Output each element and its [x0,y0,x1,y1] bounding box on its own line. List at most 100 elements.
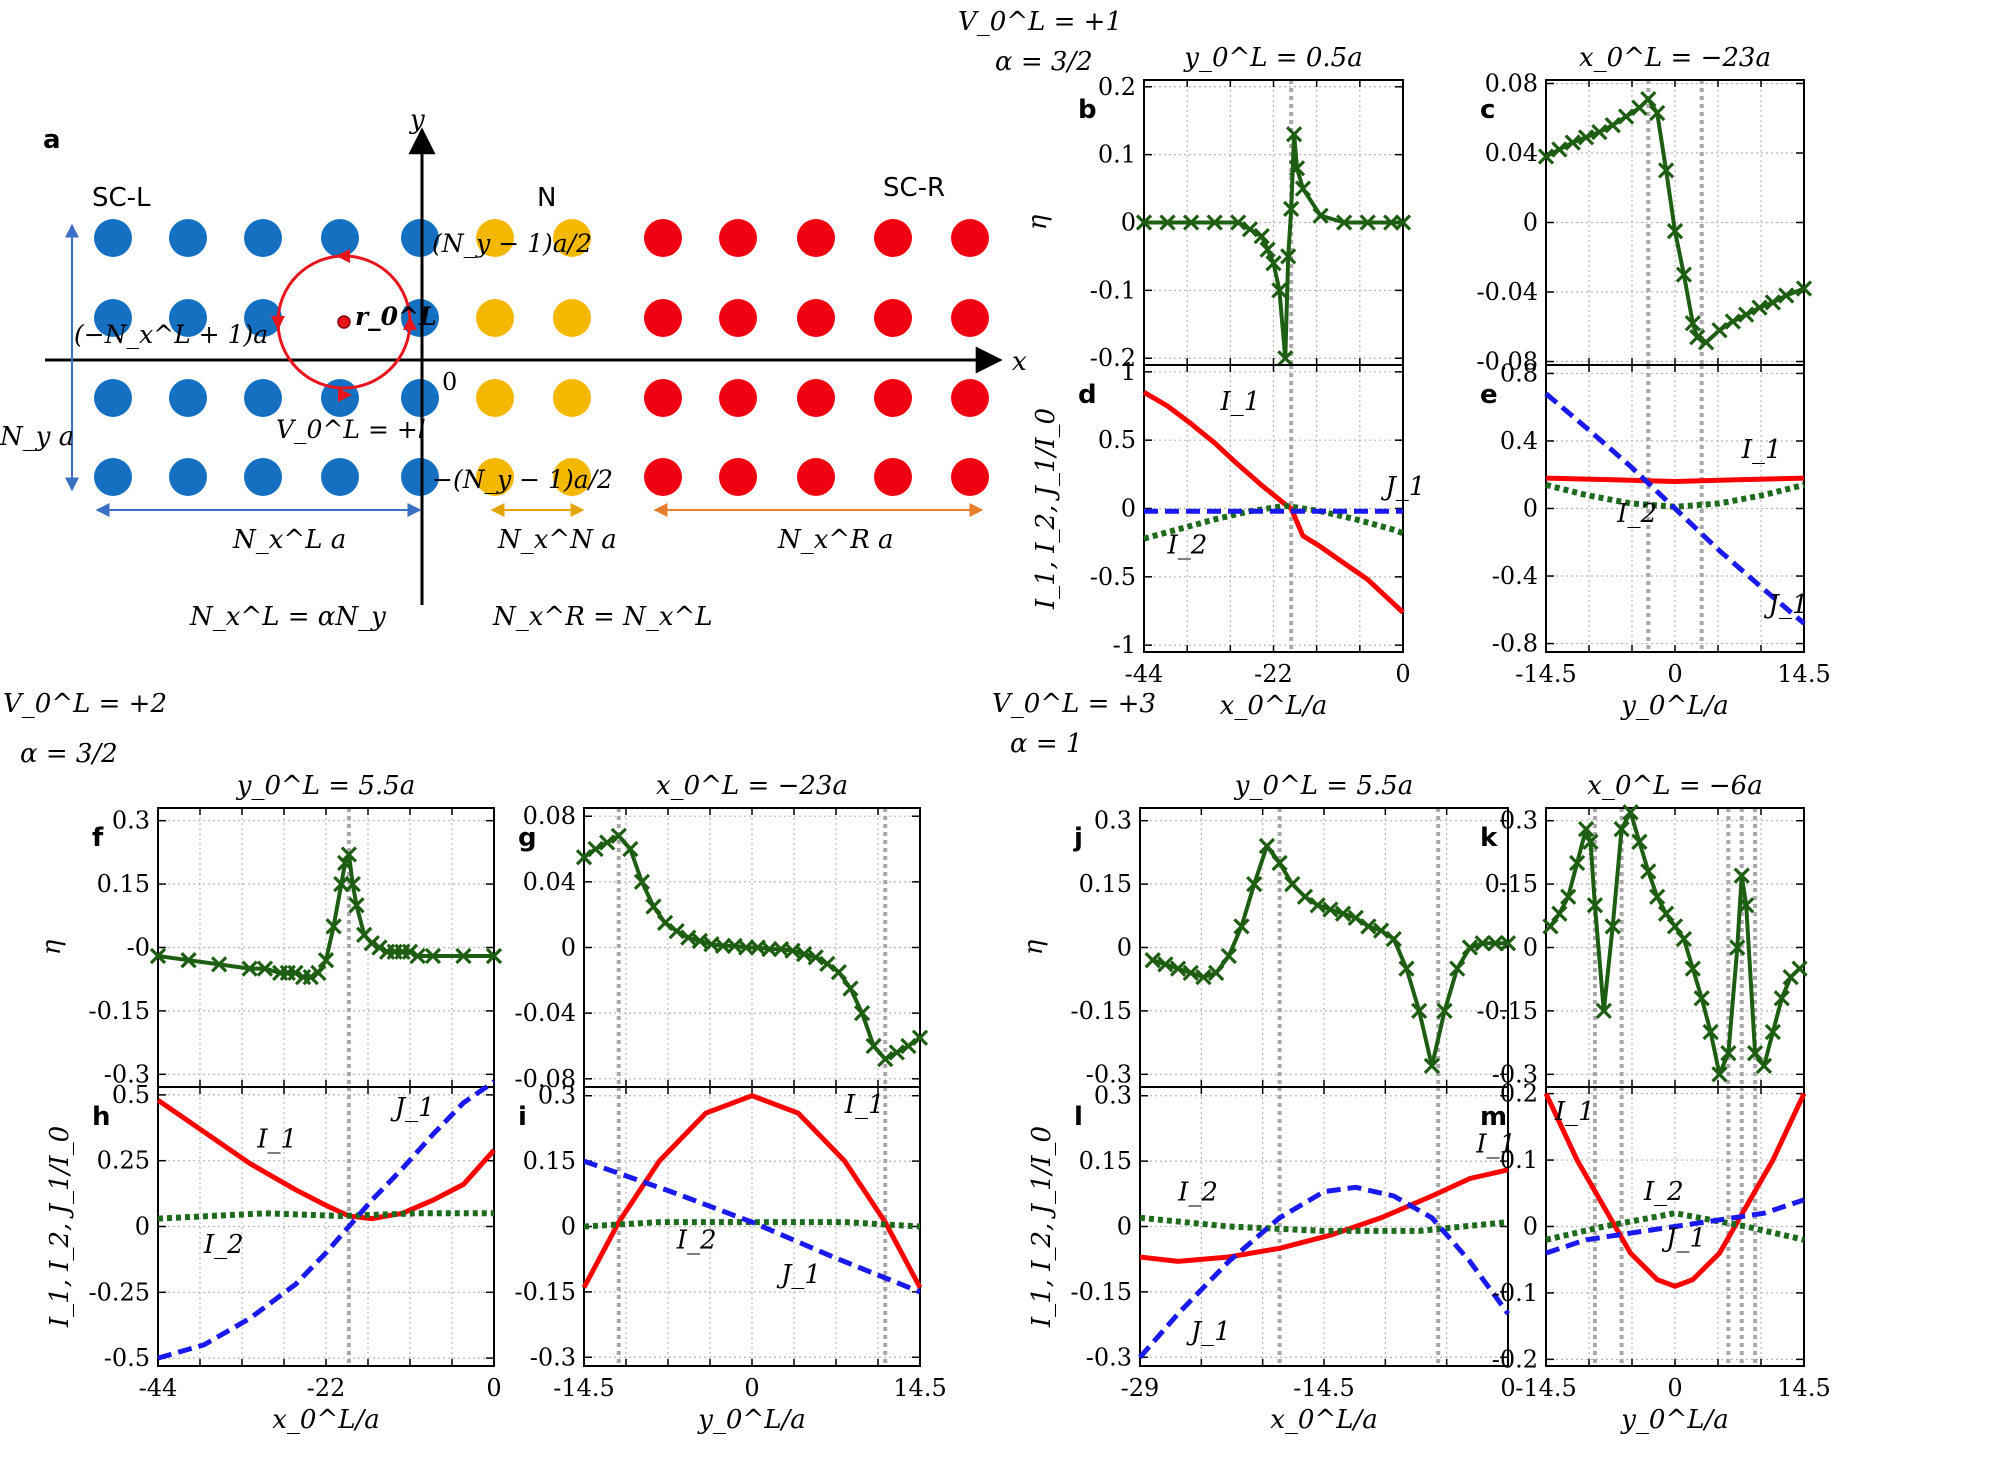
data-point [1372,922,1390,939]
curve-label-i1: I_1 [844,1090,885,1120]
y-axis-title: I_1, I_2, J_1/I_0 [1031,408,1061,610]
data-point [348,897,365,914]
sc-left-label: SC-L [92,183,151,213]
series-line-i1 [1139,1167,1509,1264]
panel-label-h: h [92,1102,111,1132]
x-tick-label: 14.5 [1777,660,1830,688]
y-tick-label: 0 [1117,1213,1132,1241]
normal-site [553,458,591,496]
x-tick-label: -14.5 [553,1374,615,1402]
data-point [1684,960,1701,977]
normal-width-label: N_x^N a [497,525,617,555]
sc-right-site [644,299,682,337]
normal-site [476,219,514,257]
data-point [1296,888,1314,905]
y-tick-label: 0.15 [1485,870,1538,898]
data-point [1711,1066,1728,1083]
x-tick-label: 0 [486,1374,501,1402]
y-tick-label: -0.04 [1476,278,1538,306]
series-line-i2 [1143,502,1404,542]
data-point [1675,930,1693,948]
data-point [1271,854,1288,872]
data-point [1791,960,1808,977]
data-point [1359,214,1376,231]
x-tick-label: -14.5 [1293,1374,1355,1402]
curve-label-i2: I_2 [1167,531,1208,561]
data-point [1258,837,1276,855]
data-point [210,956,228,973]
y-tick-label: 0 [1523,209,1538,237]
y-tick-label: -0.15 [1476,997,1538,1025]
data-point [1423,1057,1440,1074]
data-point [344,875,361,893]
panel-title: y_0^L = 5.5a [236,771,415,801]
data-point [1733,867,1750,884]
data-point [1294,180,1312,197]
sc-left-site [244,219,282,257]
y-tick-label: 0.04 [523,868,576,896]
sc-right-site [644,379,682,417]
series-line-i2 [157,1210,494,1222]
top-coordinate: (N_y − 1)a/2 [432,229,592,258]
x-tick-label: 0 [1667,660,1682,688]
curve-label-j1: J_1 [1661,1223,1706,1253]
panel-j: -0.3 -0.15 0 0.15 0.3 y_0^L = 5.5a η j [1019,771,1517,1088]
data-point [587,840,604,858]
data-point [1764,1023,1781,1041]
x-tick-label: -14.5 [1515,1374,1577,1402]
group-3-potential: V_0^L = +3 [992,689,1156,719]
data-point [1169,960,1187,977]
panel-k: -0.3 -0.15 0 0.15 0.3 x_0^L = −6a k [1476,771,1808,1088]
data-point [1591,124,1608,141]
series-line-j1 [1545,1197,1805,1256]
panel-label-i: i [518,1102,527,1132]
panel-label-l: l [1074,1102,1083,1132]
data-point [401,943,419,960]
data-point [1474,935,1491,952]
data-point [1309,897,1326,914]
data-point [1613,821,1630,838]
series-line-j1 [1544,391,1806,626]
panel-d: -1 -0.5 0 0.5 1 -44 -22 0 x_0^L/a I_1, I_2, J_1/I… [1031,358,1425,721]
data-point [1617,108,1635,125]
x-tick-label: -14.5 [1515,660,1577,688]
sc-left-site [94,458,132,496]
y-tick-label: -0.15 [1070,997,1132,1025]
data-point [888,1044,905,1061]
data-point [1277,350,1294,367]
right-relation-label: N_x^R = N_x^L [492,602,713,632]
data-point [1265,255,1282,272]
sc-right-site [874,379,912,417]
data-point [656,914,674,932]
data-point [1195,968,1212,986]
curve-label-i2: I_2 [203,1230,244,1260]
panel-title: x_0^L = −23a [656,771,848,801]
y-tick-label: 0 [1523,1213,1538,1241]
x-tick-label: -29 [1121,1374,1160,1402]
data-point [371,939,388,956]
data-point [1595,1002,1612,1020]
vortex-position-label: r_0^L [355,302,437,331]
data-point [668,922,685,940]
panel-f: -0.3 -0.15 -0 0.15 0.3 y_0^L = 5.5a η f [37,771,503,1088]
series-line-i2 [1545,1210,1805,1243]
data-point [1684,315,1701,332]
group-header-2: V_0^L = +2 α = 3/2 [3,689,167,769]
series-line-j1 [157,1079,496,1361]
y-tick-label: -0.5 [104,1344,150,1372]
data-point [1569,854,1586,872]
data-point [1182,964,1199,981]
data-point [1253,227,1270,245]
y-tick-label: -0.15 [88,997,150,1025]
data-point [1631,833,1648,850]
height-label: N_y a [0,422,74,452]
panel-label-j: j [1073,823,1083,853]
sc-right-site [874,219,912,257]
data-point [622,840,639,858]
data-point [1394,214,1412,231]
data-point [1702,1023,1719,1041]
y-tick-label: -0.1 [1090,276,1136,304]
normal-site [476,458,514,496]
data-point [1206,214,1223,231]
panel-c: -0.08 -0.04 0 0.04 0.08 x_0^L = −23a c [1476,43,1813,376]
